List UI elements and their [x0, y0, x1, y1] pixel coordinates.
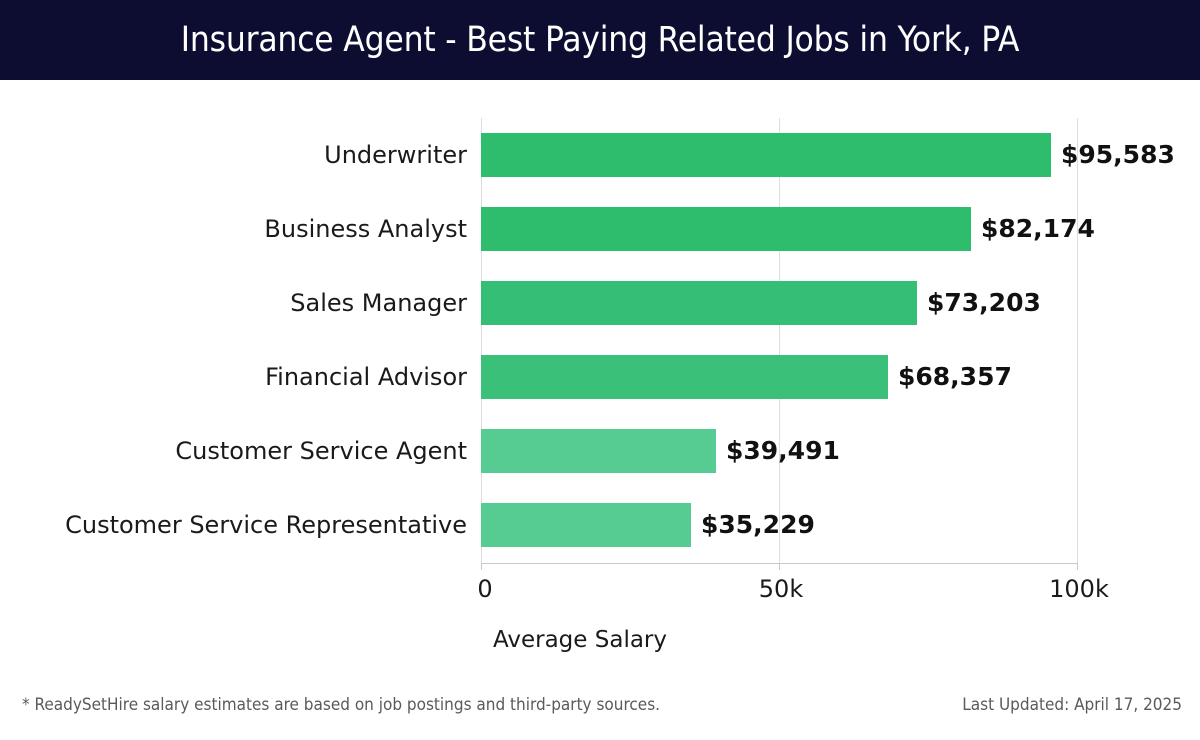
bar[interactable] [481, 133, 1051, 177]
bar-value-label: $95,583 [1061, 140, 1175, 169]
category-label: Underwriter [324, 141, 467, 169]
bar-value-label: $68,357 [898, 362, 1012, 391]
gridline-0 [481, 118, 482, 563]
footer-last-updated: Last Updated: April 17, 2025 [962, 695, 1182, 715]
bar[interactable] [481, 503, 691, 547]
category-label: Financial Advisor [265, 363, 467, 391]
bar-value-label: $35,229 [701, 510, 815, 539]
header-bar [0, 0, 1200, 80]
gridline-100k [1077, 118, 1078, 563]
footer-disclaimer: * ReadySetHire salary estimates are base… [22, 695, 661, 715]
bar-row[interactable]: Customer Service Agent $39,491 [0, 429, 1200, 473]
bar-value-label: $82,174 [981, 214, 1095, 243]
bar-value-label: $73,203 [927, 288, 1041, 317]
bar[interactable] [481, 281, 917, 325]
bar-row[interactable]: Business Analyst $82,174 [0, 207, 1200, 251]
category-label: Sales Manager [290, 289, 467, 317]
bar[interactable] [481, 429, 716, 473]
bar-row[interactable]: Underwriter $95,583 [0, 133, 1200, 177]
category-label: Business Analyst [264, 215, 467, 243]
x-tick-label: 0 [477, 575, 493, 603]
bar-row[interactable]: Sales Manager $73,203 [0, 281, 1200, 325]
category-label: Customer Service Representative [65, 511, 467, 539]
footer: * ReadySetHire salary estimates are base… [0, 695, 1200, 727]
bar[interactable] [481, 207, 971, 251]
bar[interactable] [481, 355, 888, 399]
gridline-50k [779, 118, 780, 563]
bar-row[interactable]: Customer Service Representative $35,229 [0, 503, 1200, 547]
x-tick-mark [1077, 563, 1078, 570]
bar-value-label: $39,491 [726, 436, 840, 465]
x-tick-mark [481, 563, 482, 570]
plot-area: Underwriter $95,583 Business Analyst $82… [0, 80, 1200, 665]
x-axis-title: Average Salary [492, 627, 667, 653]
bar-row[interactable]: Financial Advisor $68,357 [0, 355, 1200, 399]
x-tick-label: 50k [758, 575, 804, 603]
x-tick-mark [779, 563, 780, 570]
category-label: Customer Service Agent [175, 437, 467, 465]
page-title: Insurance Agent - Best Paying Related Jo… [180, 20, 1020, 60]
x-tick-label: 100k [1049, 575, 1109, 603]
